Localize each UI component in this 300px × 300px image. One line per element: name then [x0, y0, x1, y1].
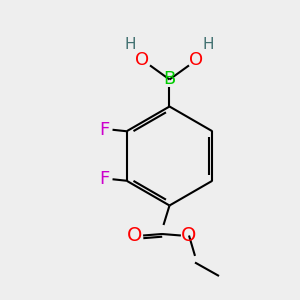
Text: F: F [99, 170, 109, 188]
Text: F: F [99, 121, 109, 139]
Text: B: B [164, 70, 175, 88]
Text: O: O [127, 226, 143, 245]
Text: H: H [203, 38, 214, 52]
Text: O: O [189, 51, 204, 69]
Text: O: O [181, 226, 197, 245]
Text: H: H [125, 38, 136, 52]
Text: O: O [135, 51, 150, 69]
